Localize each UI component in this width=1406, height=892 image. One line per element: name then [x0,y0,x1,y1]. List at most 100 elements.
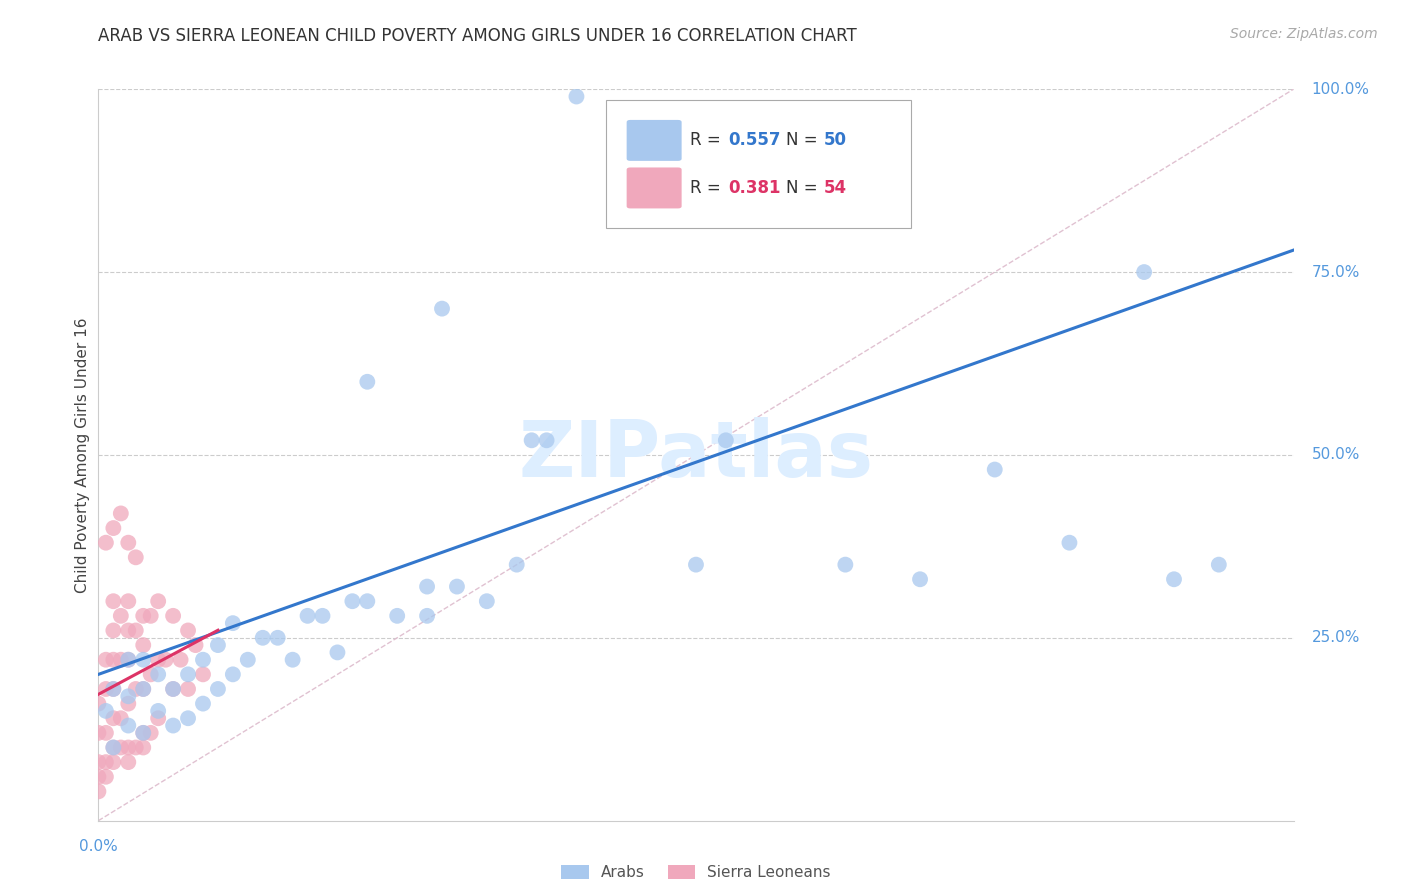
Text: 54: 54 [824,179,846,197]
Point [132,653,155,667]
Point [356,594,378,608]
Point [139,667,162,681]
Point [94,704,117,718]
Point [103,755,125,769]
Point [117,653,139,667]
Point [103,681,125,696]
Point [117,624,139,638]
Point [385,608,409,623]
Point [132,726,155,740]
Point [148,594,170,608]
Point [110,608,132,623]
Point [103,521,125,535]
Point [685,558,707,572]
Text: 50.0%: 50.0% [1312,448,1360,462]
Point [297,608,319,623]
Point [446,580,468,594]
Point [132,681,155,696]
Point [148,704,170,718]
Point [94,726,117,740]
Text: R =: R = [690,179,725,197]
Point [87,697,110,711]
Point [117,755,139,769]
Text: 0.381: 0.381 [728,179,780,197]
Point [132,638,155,652]
Point [132,608,155,623]
Point [117,718,139,732]
Point [177,711,200,725]
Point [162,608,184,623]
Point [103,740,125,755]
Point [148,653,170,667]
Point [132,740,155,755]
Point [311,608,333,623]
Point [103,594,125,608]
Point [162,681,184,696]
Point [714,434,737,448]
FancyBboxPatch shape [627,120,682,161]
Point [110,740,132,755]
FancyBboxPatch shape [606,100,911,228]
Text: 100.0%: 100.0% [1312,82,1369,96]
Text: R =: R = [690,131,725,149]
Point [169,653,191,667]
Point [908,572,931,586]
Point [416,608,439,623]
Text: N =: N = [786,179,823,197]
Point [125,624,148,638]
Point [117,535,139,549]
Point [252,631,274,645]
Point [103,624,125,638]
Point [236,653,259,667]
Text: 75.0%: 75.0% [1312,265,1360,279]
Point [94,755,117,769]
Point [117,740,139,755]
Point [536,434,558,448]
Point [184,638,207,652]
Point [155,653,177,667]
Y-axis label: Child Poverty Among Girls Under 16: Child Poverty Among Girls Under 16 [75,318,90,592]
Point [162,718,184,732]
Text: 25.0%: 25.0% [1312,631,1360,645]
Point [117,653,139,667]
Point [177,681,200,696]
Text: N =: N = [786,131,823,149]
Point [87,726,110,740]
Point [342,594,364,608]
Point [983,462,1005,476]
Point [94,653,117,667]
Point [191,667,214,681]
Point [475,594,498,608]
Point [110,653,132,667]
Point [191,653,214,667]
Point [125,740,148,755]
Point [87,755,110,769]
Text: 50: 50 [824,131,846,149]
Point [103,711,125,725]
Point [139,608,162,623]
Point [1163,572,1185,586]
Point [87,784,110,798]
Point [94,535,117,549]
Text: ZIPatlas: ZIPatlas [519,417,873,493]
Point [110,711,132,725]
Point [103,740,125,755]
Point [125,550,148,565]
Point [834,558,856,572]
Point [222,616,245,631]
Point [430,301,453,316]
Point [565,89,588,103]
Point [506,558,529,572]
Point [132,681,155,696]
Point [117,690,139,704]
Point [1208,558,1230,572]
Point [117,594,139,608]
Point [1059,535,1081,549]
Point [94,770,117,784]
Text: ARAB VS SIERRA LEONEAN CHILD POVERTY AMONG GIRLS UNDER 16 CORRELATION CHART: ARAB VS SIERRA LEONEAN CHILD POVERTY AMO… [98,27,858,45]
Point [94,681,117,696]
Legend: Arabs, Sierra Leoneans: Arabs, Sierra Leoneans [555,859,837,886]
Point [139,726,162,740]
Text: Source: ZipAtlas.com: Source: ZipAtlas.com [1230,27,1378,41]
Point [177,667,200,681]
